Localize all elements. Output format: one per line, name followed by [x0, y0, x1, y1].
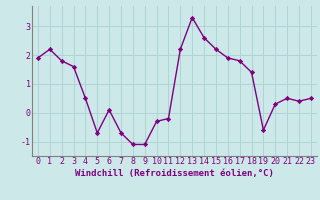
X-axis label: Windchill (Refroidissement éolien,°C): Windchill (Refroidissement éolien,°C) [75, 169, 274, 178]
